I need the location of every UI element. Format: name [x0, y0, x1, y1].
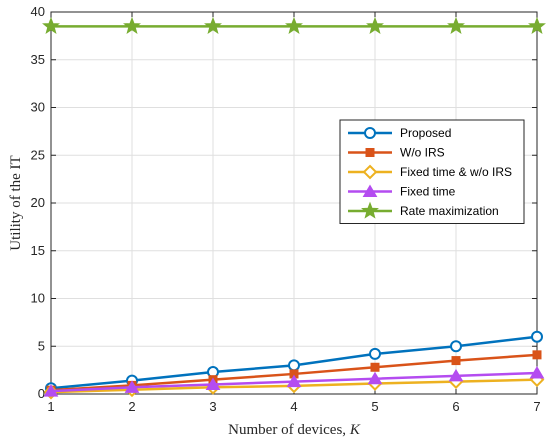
- y-tick-label: 0: [38, 386, 45, 401]
- y-tick-label: 35: [31, 52, 45, 67]
- data-point: [532, 350, 542, 360]
- legend-label: W/o IRS: [400, 146, 445, 160]
- legend-label: Fixed time & w/o IRS: [400, 165, 512, 179]
- y-tick-label: 40: [31, 4, 45, 19]
- legend-label: Proposed: [400, 126, 451, 140]
- data-point: [528, 16, 546, 34]
- data-point: [451, 356, 461, 366]
- legend-entry: Proposed: [348, 126, 451, 140]
- legend-marker: [364, 127, 376, 139]
- y-tick-label: 15: [31, 243, 45, 258]
- data-point: [369, 347, 381, 360]
- data-point: [123, 16, 141, 34]
- series-layer: [42, 16, 546, 400]
- legend: Proposed W/o IRS Fixed time & w/o IRS Fixed…: [339, 119, 525, 224]
- legend-marker: [362, 164, 378, 180]
- x-tick-label: 5: [371, 399, 378, 414]
- x-tick-label: 6: [452, 399, 459, 414]
- data-point: [450, 340, 462, 353]
- data-point: [42, 16, 60, 34]
- x-tick-label: 3: [209, 399, 216, 414]
- x-axis-label-text: Number of devices,: [228, 422, 350, 438]
- x-tick-label: 2: [128, 399, 135, 414]
- legend-marker: [361, 201, 379, 219]
- data-point: [447, 16, 465, 34]
- data-point: [370, 362, 380, 372]
- x-tick-label: 4: [290, 399, 297, 414]
- x-axis-label-variable: K: [349, 422, 361, 438]
- x-axis-label: Number of devices, K: [228, 422, 361, 438]
- y-tick-label: 30: [31, 100, 45, 115]
- y-tick-label: 25: [31, 147, 45, 162]
- y-tick-label: 5: [38, 338, 45, 353]
- x-tick-label: 1: [47, 399, 54, 414]
- legend-entry: W/o IRS: [348, 146, 445, 160]
- data-point: [204, 16, 222, 34]
- data-point: [285, 16, 303, 34]
- tick-labels: 1 2 3 4 5 6 7 0 5 10 15 20 25 30 35 40: [31, 4, 541, 414]
- data-point: [205, 377, 221, 390]
- series-rate-maximization: [42, 16, 546, 34]
- data-point: [367, 371, 383, 385]
- data-point: [529, 366, 545, 379]
- series-fixed-time: [43, 366, 545, 397]
- legend-entry: Fixed time & w/o IRS: [348, 164, 512, 180]
- legend-marker: [362, 184, 378, 197]
- y-tick-label: 10: [31, 291, 45, 306]
- legend-entry: Fixed time: [348, 185, 456, 199]
- data-point: [124, 380, 140, 393]
- y-tick-label: 20: [31, 195, 45, 210]
- data-point: [43, 384, 59, 397]
- data-point: [448, 368, 464, 382]
- legend-marker: [365, 148, 375, 157]
- legend-entry: Rate maximization: [348, 201, 499, 219]
- y-axis-label: Utility of the IT: [8, 155, 24, 250]
- data-point: [366, 16, 384, 34]
- data-point: [286, 374, 302, 388]
- legend-label: Fixed time: [400, 185, 456, 199]
- legend-label: Rate maximization: [400, 204, 499, 218]
- data-point: [288, 359, 300, 372]
- x-tick-label: 7: [533, 399, 540, 414]
- data-point: [531, 330, 543, 343]
